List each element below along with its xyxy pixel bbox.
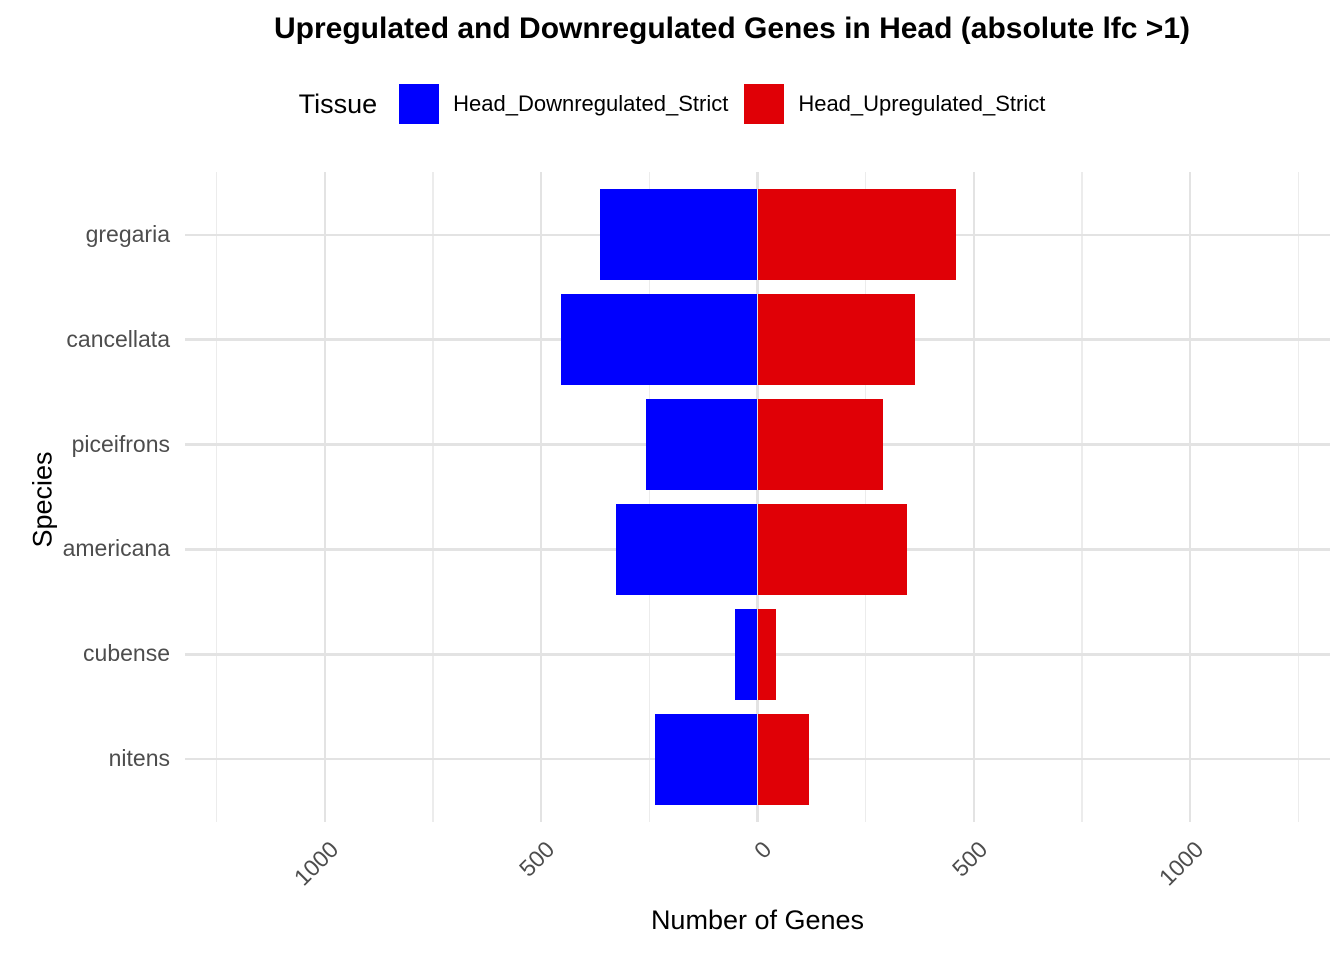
bar-upregulated-americana xyxy=(757,503,908,595)
x-axis-label-0: 0 xyxy=(748,836,776,864)
bar-downregulated-americana xyxy=(615,503,758,595)
bar-upregulated-cancellata xyxy=(757,294,915,386)
gridline-minor-vertical xyxy=(648,172,651,822)
gridline-major-vertical xyxy=(323,172,327,822)
y-axis-label-piceifrons: piceifrons xyxy=(71,430,170,457)
bar-downregulated-piceifrons xyxy=(645,399,758,491)
legend-title: Tissue xyxy=(298,88,378,119)
bar-upregulated-cubense xyxy=(757,608,776,700)
gridline-major-vertical xyxy=(972,172,976,822)
legend: Tissue Head_Downregulated_Strict Head_Up… xyxy=(0,78,1344,130)
gridline-major-vertical xyxy=(1188,172,1192,822)
gridline-minor-vertical xyxy=(215,172,218,822)
legend-label-upregulated: Head_Upregulated_Strict xyxy=(798,91,1046,116)
y-axis-label-gregaria: gregaria xyxy=(85,220,170,247)
legend-item-upregulated: Head_Upregulated_Strict xyxy=(744,84,1045,124)
x-axis-label-500-right: 500 xyxy=(946,836,993,882)
gridline-major-vertical xyxy=(756,172,759,822)
bar-upregulated-nitens xyxy=(757,713,810,805)
bar-upregulated-gregaria xyxy=(757,189,957,281)
y-axis-label-cancellata: cancellata xyxy=(66,325,170,352)
y-axis-label-nitens: nitens xyxy=(108,745,170,772)
chart-title: Upregulated and Downregulated Genes in H… xyxy=(274,12,1190,45)
bar-downregulated-cancellata xyxy=(561,294,758,386)
bar-upregulated-piceifrons xyxy=(757,399,884,491)
x-axis-label-1000-left: 1000 xyxy=(288,836,344,891)
bar-downregulated-gregaria xyxy=(599,189,758,281)
bar-downregulated-cubense xyxy=(735,608,758,700)
legend-key-downregulated-swatch xyxy=(399,84,440,124)
gridline-minor-vertical xyxy=(432,172,434,822)
bar-downregulated-nitens xyxy=(654,713,758,805)
gridline-minor-vertical xyxy=(1081,172,1083,822)
gridline-major-vertical xyxy=(539,172,543,822)
legend-key-upregulated-swatch xyxy=(744,84,785,124)
plot-panel xyxy=(185,172,1330,822)
x-axis-title: Number of Genes xyxy=(650,905,865,935)
legend-label-downregulated: Head_Downregulated_Strict xyxy=(453,91,729,116)
y-axis-title: Species xyxy=(27,451,58,548)
x-axis-label-500-left: 500 xyxy=(513,836,560,882)
gridline-minor-vertical xyxy=(1297,172,1300,822)
y-axis-label-cubense: cubense xyxy=(83,640,170,667)
gridline-minor-vertical xyxy=(864,172,867,822)
y-axis-label-americana: americana xyxy=(62,535,170,562)
legend-item-downregulated: Head_Downregulated_Strict xyxy=(399,84,728,124)
x-axis-label-1000-right: 1000 xyxy=(1154,836,1209,891)
